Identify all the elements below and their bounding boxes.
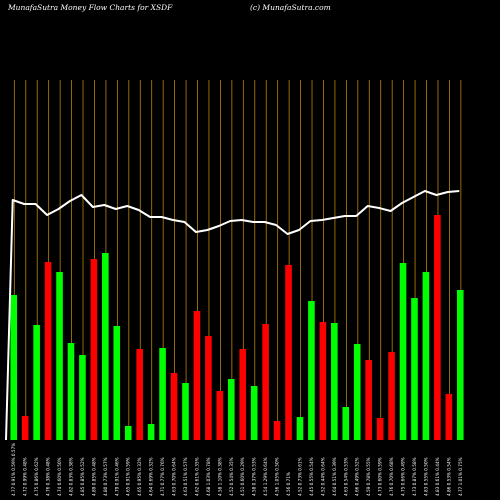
x-tick-label: 4.73 0.87% 0.58% xyxy=(412,457,417,496)
money-flow-bar xyxy=(422,272,430,440)
x-tick-label: 4.89 0.85% 0.48% xyxy=(91,457,96,496)
money-flow-bar xyxy=(445,394,453,440)
money-flow-bar xyxy=(411,298,418,440)
x-tick-label: 4.83 0.55% 0.50% xyxy=(423,457,428,496)
x-tick-label: 4.77 0.91% 0.59% 0.57% xyxy=(11,443,16,496)
x-tick-label: 4.68 1.03% 0.78% xyxy=(206,457,211,496)
x-tick-label: 4.59 0.78% 0.55% xyxy=(366,457,371,496)
money-flow-bar xyxy=(33,325,40,440)
money-flow-bar xyxy=(273,421,281,440)
money-flow-bar xyxy=(456,290,464,440)
money-flow-bar xyxy=(308,301,315,440)
money-flow-bar xyxy=(147,424,155,440)
money-flow-bar xyxy=(10,295,18,440)
x-tick-label: 4.64 0.51% 0.39% xyxy=(332,457,337,496)
x-tick-label: 4.52 0.73% 0.61% xyxy=(297,457,302,496)
money-flow-bar xyxy=(331,323,338,440)
line-layer xyxy=(5,190,460,441)
x-tick-label: 4.73 0.60% 0.59% xyxy=(378,457,383,496)
x-tick-label: 4.51 0.60% 0.29% xyxy=(240,457,245,496)
x-tick-label: 4.45 0.55% 0.54% xyxy=(309,457,314,496)
money-flow-bar xyxy=(239,349,247,440)
money-flow-bar xyxy=(67,343,75,440)
money-flow-bar xyxy=(124,426,132,440)
x-tick-label: 4.65 0.91% 0.59% xyxy=(126,457,131,496)
money-flow-bar xyxy=(227,379,235,440)
x-tick-label: 4.56 0.71% xyxy=(286,472,291,496)
x-tick-label: 4.79 0.91% 0.46% xyxy=(114,457,119,496)
money-flow-bar xyxy=(44,262,52,440)
money-flow-bar xyxy=(365,360,372,440)
x-tick-label: 4.65 0.95% 0.32% xyxy=(137,457,142,496)
x-tick-label: 4.71 0.77% 0.76% xyxy=(160,457,165,496)
x-tick-label: 4.75 0.66% 0.49% xyxy=(401,457,406,496)
x-tick-label: 4.63 0.54% 0.53% xyxy=(343,457,348,496)
money-flow-bar xyxy=(79,355,86,440)
x-tick-label: 4.66 0.49% 0.52% xyxy=(355,457,360,496)
money-flow-bar xyxy=(399,263,407,440)
money-flow-bar xyxy=(319,322,327,440)
money-flow-bar xyxy=(434,215,441,440)
x-tick-label: 4.64 0.69% 0.32% xyxy=(149,457,154,496)
x-tick-label: 4.77 1.01% 0.75% xyxy=(458,457,463,496)
money-flow-bar xyxy=(376,418,384,440)
x-tick-label: 4.72 0.99% 0.48% xyxy=(23,457,28,496)
x-tick-label: 4.52 0.44% 0.64% xyxy=(320,457,325,496)
x-tick-label: 4.82 0.83% 0.38% xyxy=(68,457,73,496)
x-tick-label: 4.80 0.73% 0.57% xyxy=(103,457,108,496)
x-tick-label: 4.76 0.38% 0.48% xyxy=(46,457,51,496)
x-tick-label: 4.54 1.29% 0.64% xyxy=(263,457,268,496)
x-tick-label: 4.86 0.53% 0.54% xyxy=(446,457,451,496)
money-flow-bar xyxy=(56,272,63,440)
money-flow-bar xyxy=(90,259,98,440)
bars-layer xyxy=(10,215,464,440)
x-tick-label: 4.58 1.10% 0.38% xyxy=(217,457,222,496)
money-flow-bar xyxy=(205,336,212,440)
chart-title: MunafaSutra Money Flow Charts for XSDF xyxy=(7,3,173,12)
x-tick-label: 4.85 0.85% 0.52% xyxy=(80,457,85,496)
money-flow-bar xyxy=(388,352,395,440)
money-flow-bar xyxy=(262,324,269,440)
site-credit: (c) MunafaSutra.com xyxy=(250,3,331,12)
money-flow-bar xyxy=(342,407,350,440)
money-flow-bar xyxy=(159,348,166,440)
money-flow-bar xyxy=(216,391,224,440)
x-tick-label: 4.62 0.61% 0.35% xyxy=(194,457,199,496)
x-tick-label: 4.58 0.37% 0.53% xyxy=(252,457,257,496)
x-tick-label: 4.52 0.54% 0.35% xyxy=(229,457,234,496)
x-tick-label: 4.74 0.60% 0.50% xyxy=(57,457,62,496)
x-tick-label: 4.63 0.51% 0.57% xyxy=(183,457,188,496)
money-flow-bar xyxy=(102,253,109,440)
money-flow-bar xyxy=(353,344,361,440)
money-flow-bar xyxy=(21,416,29,440)
money-flow-bar xyxy=(113,326,121,440)
money-flow-bar xyxy=(250,386,258,440)
money-flow-bar xyxy=(136,349,143,440)
price-line xyxy=(5,190,460,441)
x-tick-label: 4.83 0.61% 0.44% xyxy=(435,457,440,496)
x-tick-labels: 4.77 0.91% 0.59% 0.57% 4.72 0.99% 0.48% 4.… xyxy=(11,443,463,496)
money-flow-bar xyxy=(193,311,201,440)
x-tick-label: 4.63 0.70% 0.64% xyxy=(172,457,177,496)
money-flow-bar xyxy=(182,383,189,440)
x-tick-label: 4.56 1.05% 0.50% xyxy=(275,457,280,496)
x-tick-label: 4.75 0.86% 0.62% xyxy=(34,457,39,496)
money-flow-bar xyxy=(296,417,304,440)
x-tick-label: 4.76 0.70% 0.68% xyxy=(389,457,394,496)
money-flow-bar xyxy=(285,265,292,440)
money-flow-bar xyxy=(170,373,178,440)
